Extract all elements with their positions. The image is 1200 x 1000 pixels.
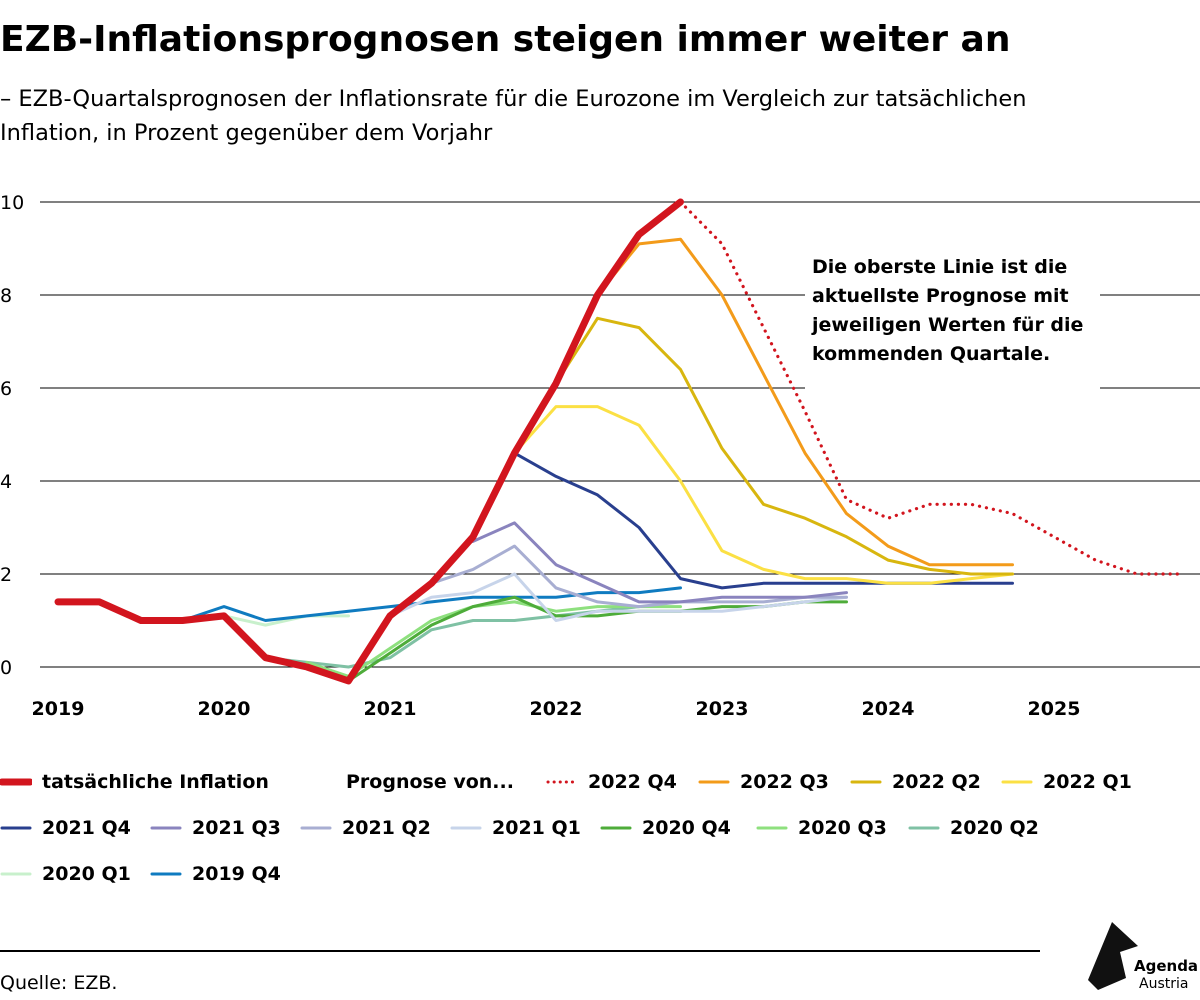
legend-label: 2019 Q4 (192, 863, 281, 885)
x-tick-label: 2020 (198, 698, 251, 720)
legend-item: 2020 Q1 (0, 856, 131, 892)
legend-label: 2022 Q3 (740, 771, 829, 793)
legend-swatch (546, 780, 578, 784)
legend-item: 2022 Q1 (1001, 764, 1132, 800)
chart-title: EZB-Inflationsprognosen steigen immer we… (0, 19, 1011, 60)
legend-label: 2022 Q4 (588, 771, 677, 793)
legend-swatch (300, 826, 332, 830)
legend-label: 2022 Q1 (1043, 771, 1132, 793)
logo-name: Agenda (1134, 957, 1199, 975)
y-tick-label: 6 (0, 378, 12, 400)
x-tick-label: 2021 (364, 698, 417, 720)
x-tick-label: 2025 (1028, 698, 1081, 720)
y-tick-label: 8 (0, 285, 12, 307)
x-tick-label: 2023 (696, 698, 749, 720)
legend-item: Prognose von... (346, 764, 514, 800)
legend-swatch (150, 826, 182, 830)
line-chart: 0 2 4 6 8 10 2019 2020 2021 2022 2023 2024 2025 (0, 192, 1200, 720)
legend-swatch (698, 780, 730, 784)
legend-label: 2021 Q4 (42, 817, 131, 839)
legend-swatch (908, 826, 940, 830)
legend-label: 2022 Q2 (892, 771, 981, 793)
legend-item: 2020 Q2 (908, 810, 1039, 846)
legend-item: 2021 Q4 (0, 810, 131, 846)
legend-swatch (450, 826, 482, 830)
legend-swatch (0, 872, 32, 876)
legend-item: 2020 Q3 (756, 810, 887, 846)
legend-swatch (600, 826, 632, 830)
legend-label: Prognose von... (346, 771, 514, 793)
y-tick-label: 2 (0, 564, 12, 586)
chart-subtitle: – EZB-Quartalsprognosen der Inflationsra… (0, 86, 1027, 146)
series-line (305, 600, 682, 678)
series-lines (54, 198, 1181, 685)
legend-label: tatsächliche Inflation (42, 771, 269, 793)
y-axis-ticks: 0 2 4 6 8 10 (0, 192, 24, 679)
legend-swatch (1001, 780, 1033, 784)
legend-item: 2021 Q2 (300, 810, 431, 846)
legend-item: 2019 Q4 (150, 856, 281, 892)
legend-item: 2020 Q4 (600, 810, 731, 846)
y-tick-label: 10 (0, 192, 24, 214)
legend-label: 2020 Q4 (642, 817, 731, 839)
legend-swatch (150, 872, 182, 876)
y-tick-label: 4 (0, 471, 12, 493)
legend-label: 2021 Q1 (492, 817, 581, 839)
source-note: Quelle: EZB. (0, 972, 118, 994)
series-line (554, 316, 1014, 576)
logo-mark (1088, 922, 1138, 990)
legend-swatch (0, 826, 32, 830)
y-tick-label: 0 (0, 657, 12, 679)
legend-item: 2021 Q1 (450, 810, 581, 846)
series-line (678, 200, 1181, 576)
x-tick-label: 2022 (530, 698, 583, 720)
footer-divider (0, 950, 1040, 952)
legend-label: 2020 Q1 (42, 863, 131, 885)
chart-annotation: Die oberste Linie ist die aktuellste Pro… (812, 256, 1084, 365)
legend-swatch (756, 826, 788, 830)
legend-item: tatsächliche Inflation (0, 764, 269, 800)
legend-swatch (0, 778, 32, 786)
legend-swatch (850, 780, 882, 784)
legend-item: 2022 Q4 (546, 764, 677, 800)
legend-label: 2021 Q2 (342, 817, 431, 839)
legend-label: 2021 Q3 (192, 817, 281, 839)
series-line (54, 198, 684, 685)
series-line (430, 544, 848, 609)
legend-item: 2022 Q3 (698, 764, 829, 800)
chart-legend: tatsächliche Inflation Prognose von... 202… (0, 764, 1200, 904)
x-tick-label: 2024 (862, 698, 915, 720)
agenda-austria-logo (1088, 922, 1138, 990)
x-tick-label: 2019 (32, 698, 85, 720)
legend-item: 2022 Q2 (850, 764, 981, 800)
legend-item: 2021 Q3 (150, 810, 281, 846)
series-line (181, 586, 682, 622)
series-line (471, 521, 848, 604)
series-line (388, 572, 848, 622)
series-line (513, 451, 1014, 590)
x-axis-ticks: 2019 2020 2021 2022 2023 2024 2025 (32, 698, 1081, 720)
legend-label: 2020 Q2 (950, 817, 1039, 839)
series-line (264, 605, 641, 669)
series-line (596, 237, 1014, 567)
series-line (513, 405, 1014, 585)
legend-label: 2020 Q3 (798, 817, 887, 839)
logo-subtitle: Austria (1139, 976, 1189, 992)
